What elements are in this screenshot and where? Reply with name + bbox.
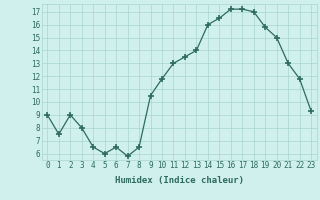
X-axis label: Humidex (Indice chaleur): Humidex (Indice chaleur) xyxy=(115,176,244,185)
